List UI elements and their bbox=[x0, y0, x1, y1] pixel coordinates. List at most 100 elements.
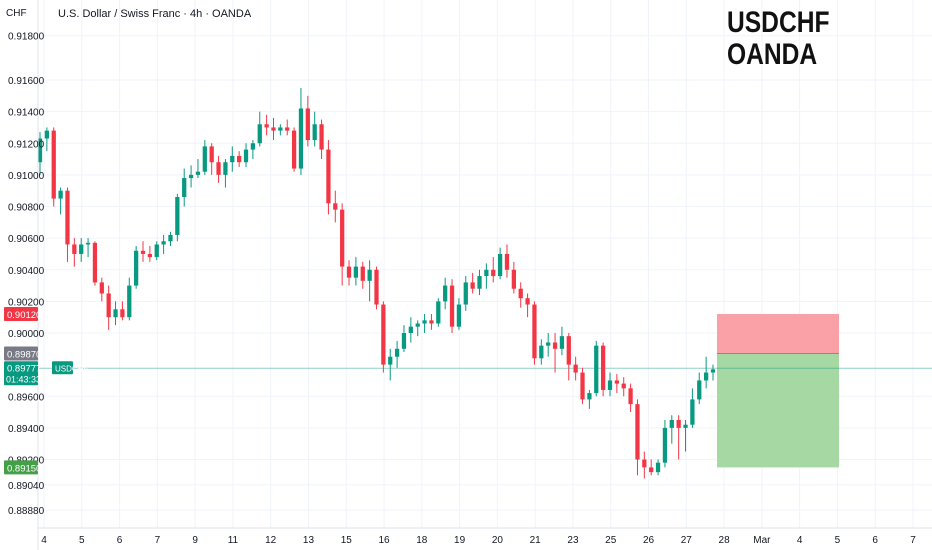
candle-body bbox=[209, 146, 214, 163]
candle-body bbox=[518, 288, 523, 299]
candle-body bbox=[470, 282, 475, 289]
time-tick-label: 7 bbox=[910, 535, 916, 546]
candle-body bbox=[298, 108, 304, 169]
time-tick-label: 16 bbox=[378, 535, 390, 546]
position-zones bbox=[717, 314, 839, 468]
candle-body bbox=[546, 342, 551, 346]
candle-body bbox=[504, 253, 510, 270]
candle-body bbox=[559, 336, 565, 349]
price-tick-label: 0.90200 bbox=[8, 297, 45, 308]
candle-body bbox=[230, 155, 235, 163]
candle-body bbox=[147, 253, 153, 258]
time-tick-label: 21 bbox=[530, 535, 542, 546]
price-unit-label: CHF bbox=[6, 8, 27, 19]
time-tick-label: 26 bbox=[643, 535, 655, 546]
candle-body bbox=[79, 244, 84, 254]
candle-body bbox=[37, 138, 43, 163]
candle-body bbox=[326, 149, 331, 204]
candle-body bbox=[319, 124, 324, 150]
candle-body bbox=[463, 282, 468, 305]
candle-body bbox=[525, 298, 530, 305]
candle-body bbox=[655, 462, 661, 473]
time-tick-label: Mar bbox=[753, 535, 771, 546]
candle-body bbox=[92, 242, 98, 283]
entry-price-value: 0.89870 bbox=[7, 350, 41, 361]
candle-body bbox=[182, 178, 187, 198]
symbol-tag bbox=[52, 361, 73, 375]
candle-body bbox=[497, 253, 503, 277]
candle-body bbox=[449, 285, 455, 327]
candle-body bbox=[649, 467, 654, 473]
candle-body bbox=[99, 282, 104, 294]
grid bbox=[38, 0, 932, 528]
price-tick-label: 0.91400 bbox=[8, 108, 45, 119]
price-tick-label: 0.90000 bbox=[8, 329, 45, 340]
time-tick-label: 15 bbox=[341, 535, 353, 546]
price-tick-label: 0.88880 bbox=[8, 506, 45, 517]
candle-body bbox=[188, 174, 194, 179]
candle-body bbox=[408, 326, 413, 333]
price-tick-label: 0.90600 bbox=[8, 234, 45, 245]
bar-countdown: 01:43:33 bbox=[6, 374, 41, 384]
candle-body bbox=[312, 124, 317, 141]
symbol-title[interactable]: U.S. Dollar / Swiss Franc · 4h · OANDA bbox=[58, 8, 252, 20]
candle-body bbox=[353, 266, 359, 278]
time-tick-label: 4 bbox=[41, 535, 47, 546]
candle-body bbox=[264, 124, 269, 128]
candle-body bbox=[58, 190, 63, 199]
candle-body bbox=[168, 234, 173, 242]
candle-body bbox=[539, 345, 544, 359]
candle-body bbox=[388, 356, 393, 365]
time-tick-label: 9 bbox=[192, 535, 198, 546]
candle-body bbox=[202, 146, 207, 172]
time-tick-label: 6 bbox=[117, 535, 123, 546]
time-tick-label: 12 bbox=[265, 535, 277, 546]
price-tick-label: 0.91200 bbox=[8, 139, 45, 150]
candle-body bbox=[621, 383, 626, 389]
candle-body bbox=[607, 380, 613, 390]
candle-body bbox=[106, 293, 111, 318]
candle-body bbox=[566, 336, 571, 365]
candle-body bbox=[594, 345, 599, 394]
candle-body bbox=[415, 323, 420, 327]
candle-body bbox=[44, 130, 49, 139]
price-tick-label: 0.89400 bbox=[8, 424, 45, 435]
candle-body bbox=[140, 250, 146, 254]
candle-body bbox=[443, 285, 448, 302]
candle-body bbox=[690, 399, 695, 425]
candle-body bbox=[600, 345, 606, 390]
candle-body bbox=[340, 209, 345, 267]
price-tick-label: 0.91000 bbox=[8, 171, 45, 182]
entry-price-tag bbox=[4, 346, 38, 361]
candle-body bbox=[642, 459, 647, 468]
candle-body bbox=[333, 203, 338, 210]
time-tick-label: 5 bbox=[79, 535, 85, 546]
time-tick-label: 20 bbox=[492, 535, 504, 546]
time-tick-label: 25 bbox=[605, 535, 617, 546]
candle-body bbox=[635, 404, 640, 460]
time-tick-label: 18 bbox=[416, 535, 428, 546]
time-axis[interactable]: 4 5 6 7 9 11 12 13 15 16 18 19 20 21 23 25 26 27 28 Mar 4 5 6 7 bbox=[41, 535, 916, 546]
price-axis[interactable]: 0.91800 0.91600 0.91400 0.91200 0.91000 0.908… bbox=[8, 32, 45, 517]
candle-body bbox=[573, 364, 578, 373]
candle-body bbox=[237, 155, 242, 163]
candle-body bbox=[127, 285, 132, 318]
candle-body bbox=[401, 333, 407, 349]
candle-body bbox=[72, 244, 77, 254]
candle-body bbox=[628, 388, 633, 405]
candle-body bbox=[271, 127, 276, 131]
time-tick-label: 13 bbox=[303, 535, 315, 546]
candle-body bbox=[477, 276, 482, 289]
price-tick-label: 0.90800 bbox=[8, 203, 45, 214]
candle-body bbox=[216, 162, 221, 175]
time-tick-label: 28 bbox=[719, 535, 731, 546]
time-tick-label: 11 bbox=[228, 535, 239, 546]
candle-body bbox=[683, 424, 688, 428]
candle-body bbox=[511, 269, 516, 289]
candle-body bbox=[120, 309, 125, 318]
candle-body bbox=[285, 127, 290, 131]
candle-body bbox=[257, 124, 262, 144]
stop-price-tag bbox=[4, 307, 38, 322]
